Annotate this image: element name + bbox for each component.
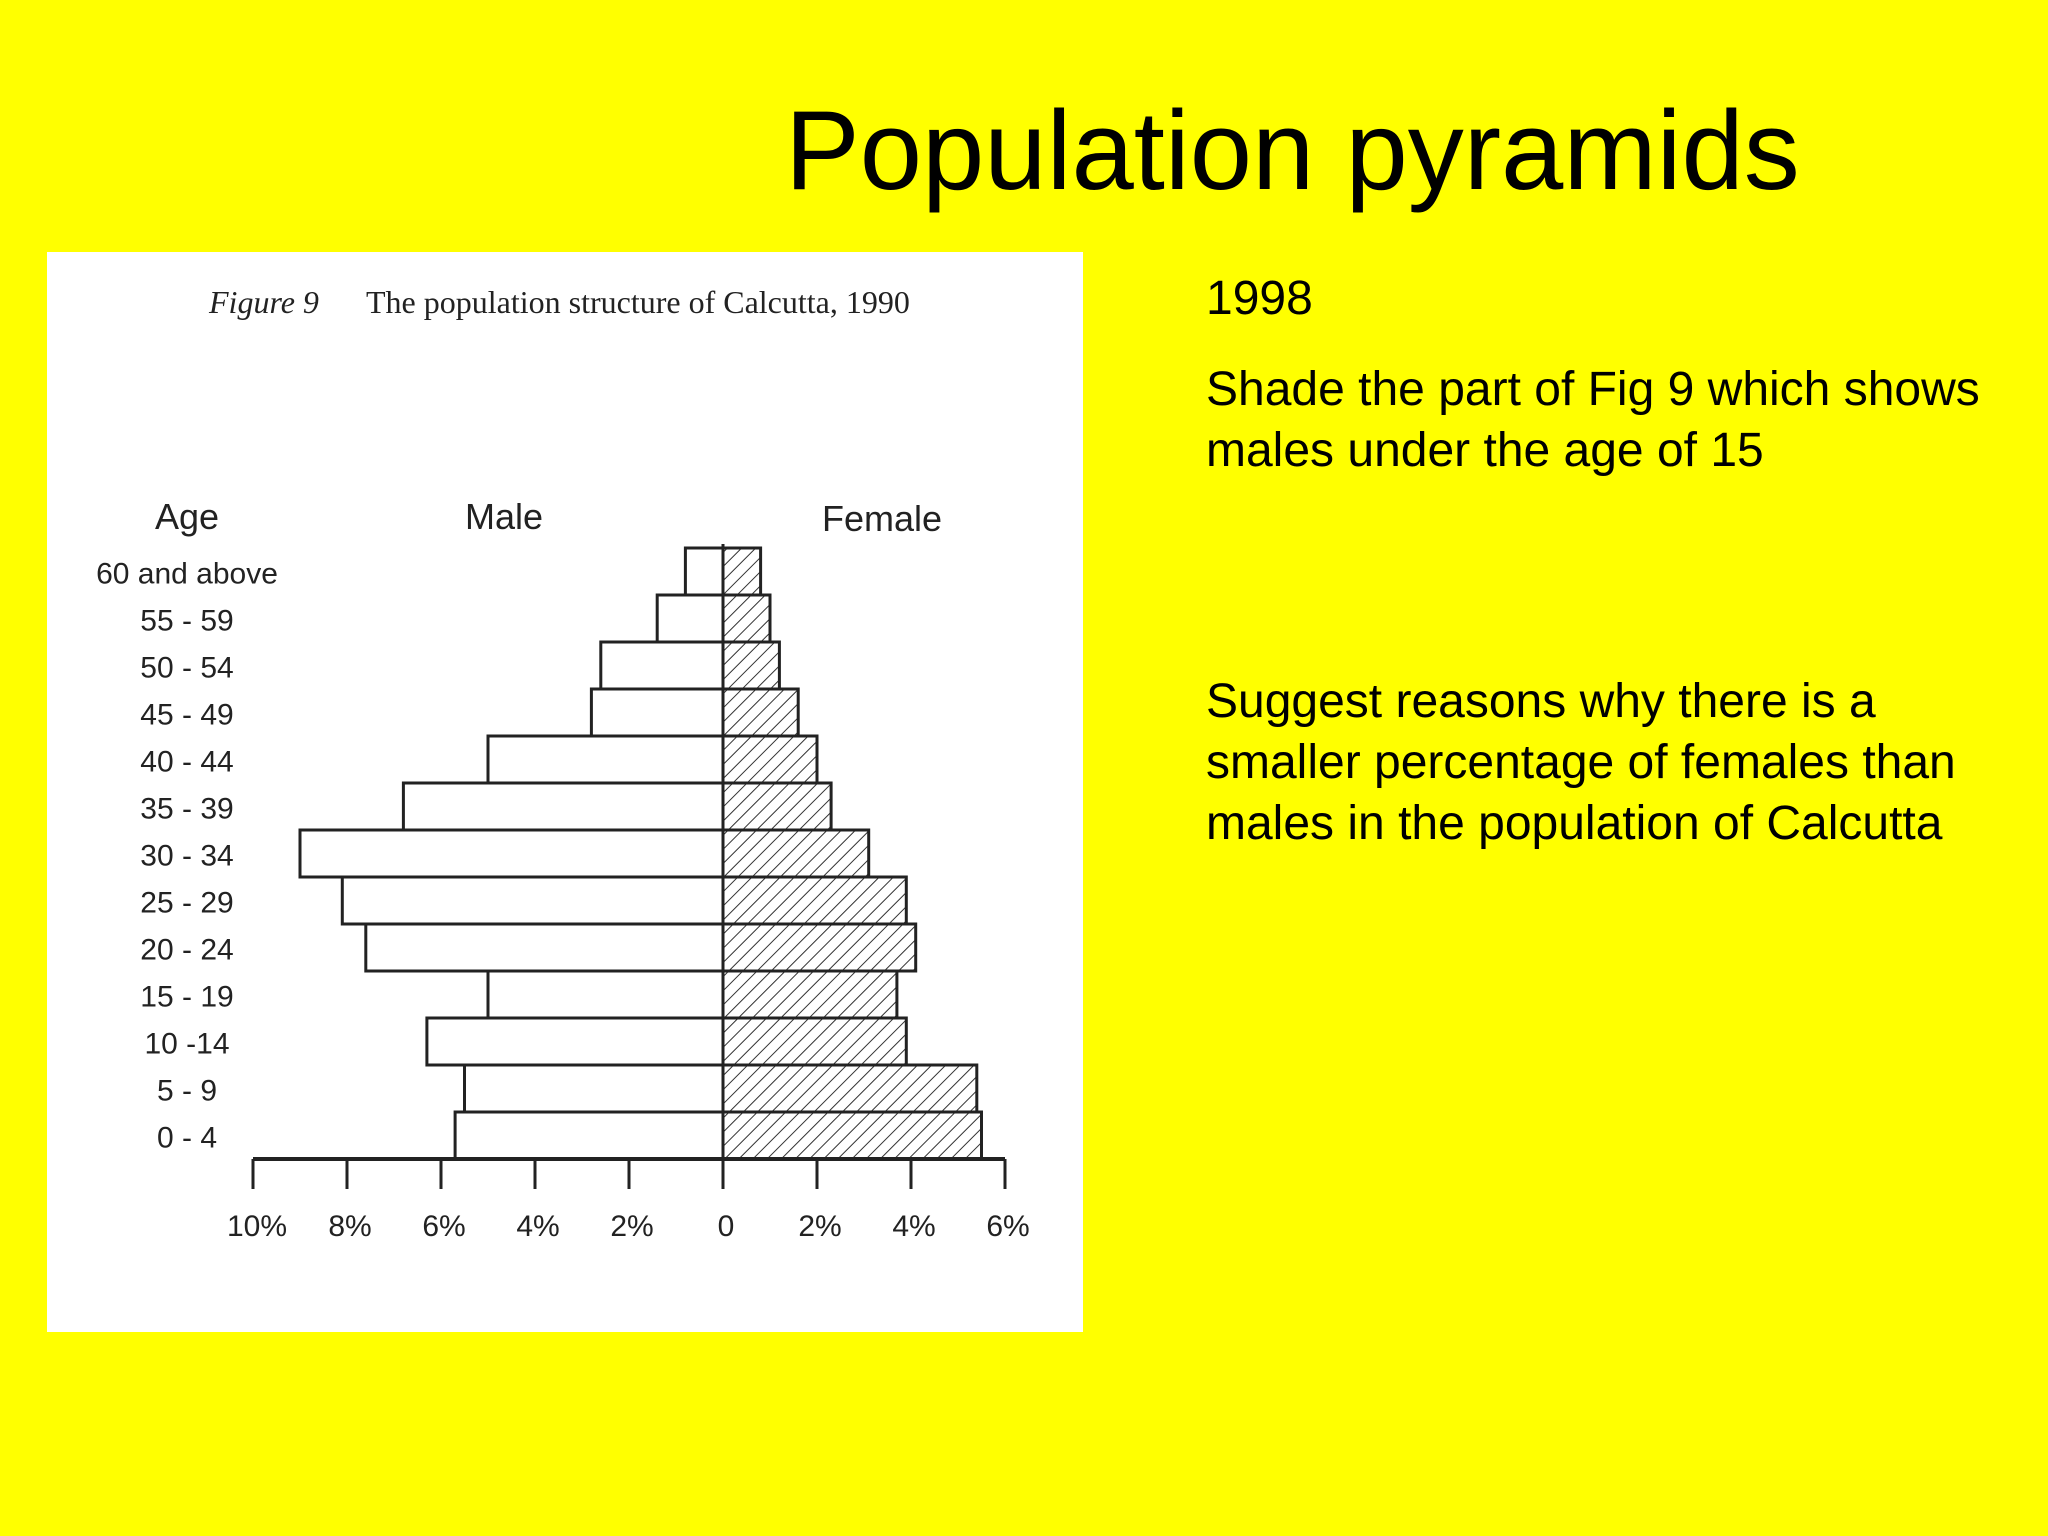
population-pyramid-chart: Figure 9 The population structure of Cal… [96,284,1030,1243]
question-2-text: Suggest reasons why there is a smaller p… [1206,675,1956,850]
male-bar [589,687,725,738]
x-tick-label: 4% [516,1210,559,1243]
female-bar [721,922,918,973]
x-tick-label: 6% [422,1210,465,1243]
male-bar [425,1016,725,1067]
female-bar [721,593,772,644]
male-bar [401,781,725,832]
question-1-text: Shade the part of Fig 9 which shows male… [1206,363,1980,477]
age-category-label: 35 - 39 [140,793,233,826]
female-bar [721,828,871,879]
female-bar [721,1110,983,1161]
female-bar [721,1063,979,1114]
female-bar [721,687,800,738]
age-category-label: 40 - 44 [140,746,233,779]
male-bar [599,640,725,691]
female-bar [721,781,833,832]
x-tick-label: 2% [798,1210,841,1243]
age-category-label: 20 - 24 [140,934,233,967]
x-tick-label: 0 [718,1210,735,1243]
female-series-label: Female [822,498,942,539]
age-category-label: 50 - 54 [140,652,233,685]
female-bar [721,734,819,785]
slide-title: Population pyramids [785,88,1800,213]
male-bar [453,1110,725,1161]
male-bar [298,828,725,879]
x-tick-label: 8% [328,1210,371,1243]
age-axis-label: Age [155,496,219,537]
chart-title: The population structure of Calcutta, 19… [366,284,910,320]
male-bar [486,969,725,1020]
age-category-label: 0 - 4 [157,1122,217,1155]
male-bar [340,875,725,926]
figure-label: Figure 9 [208,284,319,320]
female-bar [721,875,908,926]
female-bar [721,969,899,1020]
female-bar [721,546,763,597]
male-series-label: Male [465,496,543,537]
male-bar [364,922,725,973]
age-category-label: 45 - 49 [140,699,233,732]
age-category-label: 10 -14 [144,1028,229,1061]
age-category-label: 25 - 29 [140,887,233,920]
male-bar [486,734,725,785]
male-bar [683,546,725,597]
age-category-label: 15 - 19 [140,981,233,1014]
x-tick-label: 10% [227,1210,287,1243]
female-bar [721,1016,908,1067]
age-category-label: 55 - 59 [140,605,233,638]
x-tick-label: 6% [986,1210,1029,1243]
x-tick-label: 4% [892,1210,935,1243]
x-tick-label: 2% [610,1210,653,1243]
figure-panel: Figure 9 The population structure of Cal… [47,252,1083,1332]
female-bar [721,640,781,691]
age-category-label: 30 - 34 [140,840,233,873]
male-bar [463,1063,725,1114]
male-bar [655,593,725,644]
age-category-label: 5 - 9 [157,1075,217,1108]
year-text: 1998 [1206,272,1313,325]
age-category-label: 60 and above [96,558,278,591]
